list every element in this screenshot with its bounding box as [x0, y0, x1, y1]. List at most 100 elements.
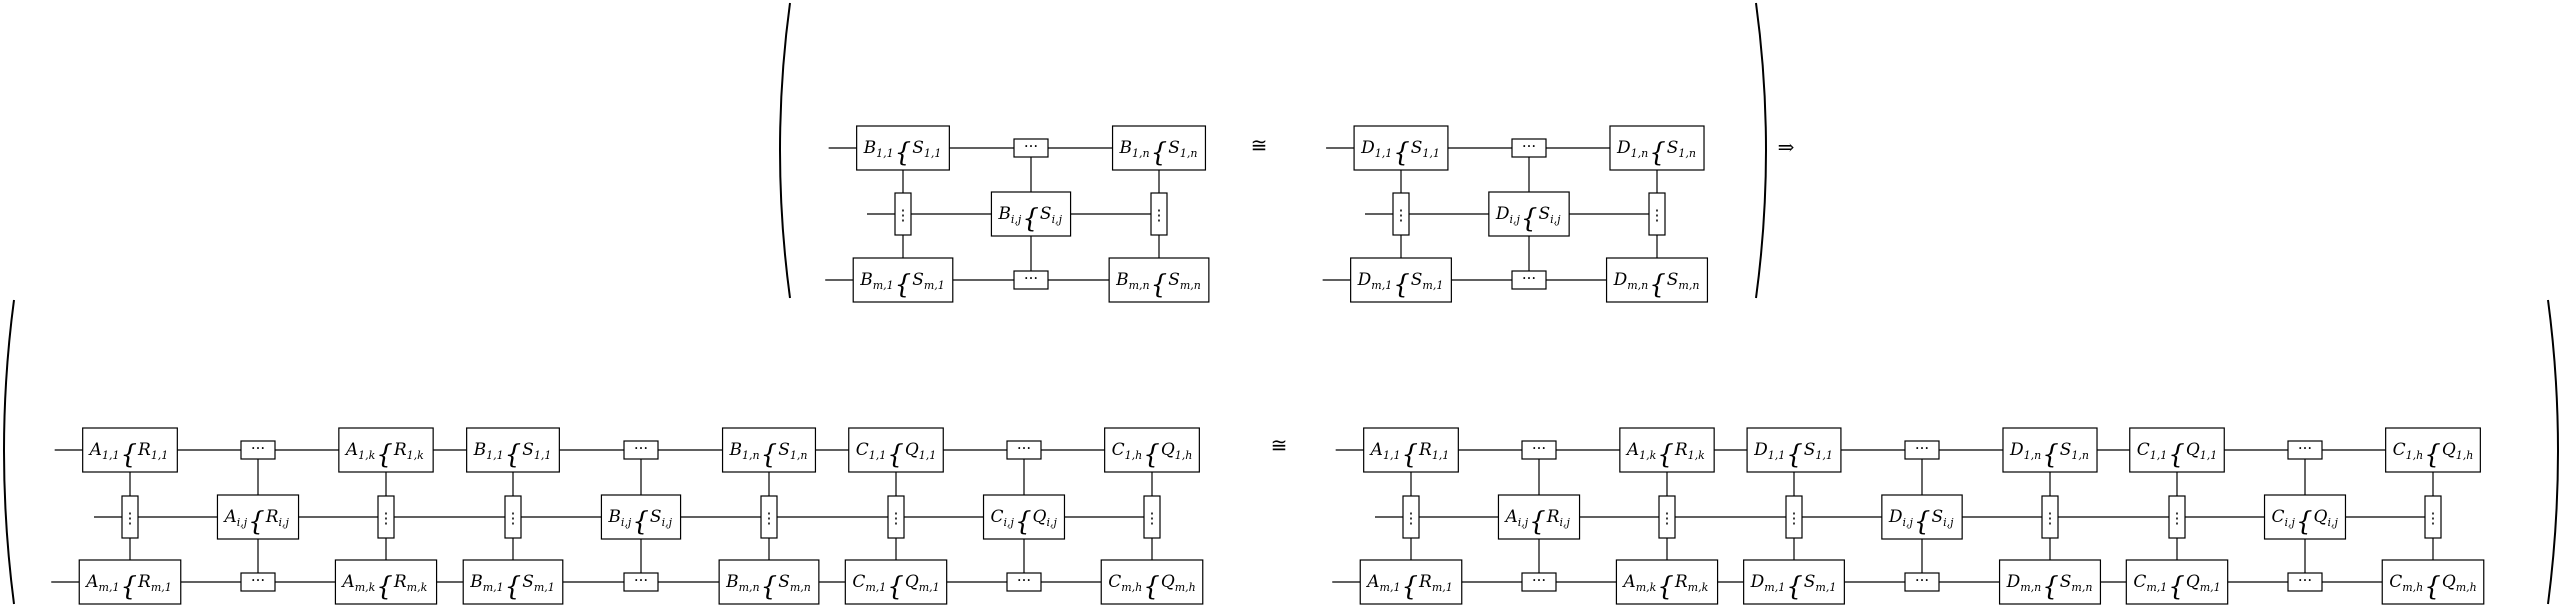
bottom-left-block-3-bottom-hdots-glyph: ···	[1017, 571, 1031, 589]
bottom-left-block-1-top-left: A1,1{R1,1	[82, 427, 178, 473]
bottom-left-paren	[3, 299, 15, 605]
bottom-left-block-2-top-right-label: B1,n{S1,n	[729, 440, 808, 470]
bottom-right-block-2-top-left-label: D1,1{S1,1	[1753, 440, 1833, 470]
bottom-left-block-3-top-left-box	[848, 427, 944, 473]
bottom-left-block-2-middle-label: Bi,j{Si,j	[607, 507, 672, 537]
bottom-right-block-2-bottom-left: Dm,1{Sm,1	[1743, 559, 1845, 605]
top-left-block-1-bottom-left: Bm,1{Sm,1	[852, 257, 954, 303]
bottom-left-block-3-bottom-left-label: Cm,1{Qm,1	[852, 572, 939, 602]
bottom-right-block-3-middle-label: Ci,j{Qi,j	[2272, 507, 2339, 537]
bottom-right-block-2-bottom-right-box	[1998, 559, 2102, 605]
bottom-left-block-1-mid-right-vdots-glyph: ⋮	[379, 509, 394, 527]
top-left-block-1-mid-right-vdots-glyph: ⋮	[1152, 206, 1167, 224]
bottom-right-block-2-top-right-label: D1,n{S1,n	[2009, 440, 2089, 470]
bottom-right-block-1-mid-left-vdots-glyph: ⋮	[1404, 509, 1419, 527]
top-right-block-1-mid-right-vdots-glyph: ⋮	[1650, 206, 1665, 224]
bottom-right-block-1-middle-label: Ai,j{Ri,j	[1503, 507, 1570, 537]
bottom-left-block-3-top-right: C1,h{Q1,h	[1104, 427, 1200, 473]
bottom-left-block-1-bottom-right: Am,k{Rm,k	[334, 559, 438, 605]
top-left-block-1-bottom-right-label: Bm,n{Sm,n	[1115, 270, 1201, 300]
top-left-block-1-bottom-hdots-glyph: ···	[1024, 269, 1038, 287]
bottom-left-block-3-top-right-box	[1104, 427, 1200, 473]
bottom-right-block-2-top-left: D1,1{S1,1	[1746, 427, 1842, 473]
top-right-block-1-top-right: D1,n{S1,n	[1609, 125, 1705, 171]
bottom-left-block-3-middle-label: Ci,j{Qi,j	[991, 507, 1058, 537]
bottom-right-block-2-mid-left-vdots-glyph: ⋮	[1787, 509, 1802, 527]
bottom-right-block-2-top-hdots-glyph: ···	[1915, 439, 1929, 457]
bottom-left-block-2-bottom-left: Bm,1{Sm,1	[462, 559, 564, 605]
bottom-right-block-2-bottom-hdots-glyph: ···	[1915, 571, 1929, 589]
bottom-left-block-1-bottom-hdots-glyph: ···	[251, 571, 265, 589]
bottom-right-block-3-bottom-right-box	[2381, 559, 2485, 605]
bottom-right-block-3-bottom-hdots-glyph: ···	[2298, 571, 2312, 589]
bottom-right-block-1-bottom-hdots-glyph: ···	[1532, 571, 1546, 589]
top-left-block-1-top-hdots-glyph: ···	[1024, 137, 1038, 155]
bottom-right-block-2-middle: Di,j{Si,j	[1881, 494, 1963, 540]
top-right-block-1-bottom-right-label: Dm,n{Sm,n	[1613, 270, 1700, 300]
top-left-block-1-bottom-right-box	[1108, 257, 1210, 303]
top-right-block-1-bottom-hdots-glyph: ···	[1522, 269, 1536, 287]
bottom-right-block-3-top-left-box	[2129, 427, 2225, 473]
bottom-left-block-2-top-left-label: B1,1{S1,1	[473, 440, 552, 470]
bottom-right-block-2-top-right: D1,n{S1,n	[2002, 427, 2098, 473]
top-isomorphism-symbol: ≅	[1251, 133, 1268, 157]
bottom-right-block-2-middle-label: Di,j{Si,j	[1888, 507, 1954, 537]
bottom-left-block-1-top-right: A1,k{R1,k	[338, 427, 434, 473]
bottom-right-block-1-middle: Ai,j{Ri,j	[1497, 494, 1581, 540]
bottom-left-block-1-bottom-right-label: Am,k{Rm,k	[340, 572, 427, 602]
top-left-paren	[779, 2, 791, 299]
bottom-left-block-2-top-hdots-glyph: ···	[634, 439, 648, 457]
top-left-block-1-middle-label: Bi,j{Si,j	[997, 204, 1062, 234]
bottom-left-block-1-bottom-left-box	[78, 559, 182, 605]
top-right-block-1-top-left: D1,1{S1,1	[1353, 125, 1449, 171]
bottom-right-block-2-middle-box	[1881, 494, 1963, 540]
top-left-block-1-top-right: B1,n{S1,n	[1111, 125, 1207, 171]
bottom-left-block-1-bottom-left: Am,1{Rm,1	[78, 559, 182, 605]
bottom-right-block-3-middle-box	[2263, 494, 2347, 540]
bottom-left-block-2-mid-left-vdots-glyph: ⋮	[506, 509, 521, 527]
top-right-block-1-top-left-label: D1,1{S1,1	[1360, 138, 1440, 168]
top-right-block-1-top-right-label: D1,n{S1,n	[1616, 138, 1696, 168]
top-left-block-1-bottom-left-label: Bm,1{Sm,1	[859, 270, 945, 300]
bottom-left-block-1-bottom-left-label: Am,1{Rm,1	[84, 572, 172, 602]
tensor-grids: B1,1{S1,1 ··· B1,n{S1,n ⋮ Bi,j{Si,j ⋮ Bm,1{Sm,…	[51, 125, 2485, 605]
bottom-left-block-3-bottom-right-label: Cm,h{Qm,h	[1108, 572, 1196, 602]
bottom-right-block-3-bottom-left-label: Cm,1{Qm,1	[2133, 572, 2220, 602]
top-right-block-1-bottom-right: Dm,n{Sm,n	[1605, 257, 1709, 303]
bottom-right-block-1-top-left-label: A1,1{R1,1	[1369, 440, 1450, 470]
bottom-right-block-3-top-hdots-glyph: ···	[2298, 439, 2312, 457]
top-right-block-1-top-right-box	[1609, 125, 1705, 171]
bottom-right-block-1-bottom-left-box	[1359, 559, 1463, 605]
bottom-right-block-1-bottom-right-label: Am,k{Rm,k	[1621, 572, 1708, 602]
bottom-left-block-2-top-right: B1,n{S1,n	[721, 427, 817, 473]
bottom-left-block-2-bottom-hdots-glyph: ···	[634, 571, 648, 589]
bottom-right-block-2-mid-right-vdots-glyph: ⋮	[2043, 509, 2058, 527]
bottom-right-block-3-bottom-left-box	[2125, 559, 2229, 605]
bottom-left-block-3-top-left-label: C1,1{Q1,1	[856, 440, 937, 470]
bottom-right-block-3-top-left: C1,1{Q1,1	[2129, 427, 2225, 473]
top-right-paren	[1755, 2, 1767, 299]
bottom-left-block-2-bottom-left-box	[462, 559, 564, 605]
top-left-block-1-top-left-box	[856, 125, 950, 171]
bottom-right-block-1-top-right-label: A1,k{R1,k	[1625, 440, 1705, 470]
bottom-right-block-3-mid-right-vdots-glyph: ⋮	[2426, 509, 2441, 527]
bottom-right-block-2-bottom-left-label: Dm,1{Sm,1	[1750, 572, 1837, 602]
bottom-left-block-2-mid-right-vdots-glyph: ⋮	[762, 509, 777, 527]
bottom-right-block-1-bottom-right-box	[1615, 559, 1719, 605]
bottom-right-block-2-bottom-right: Dm,n{Sm,n	[1998, 559, 2102, 605]
bottom-left-block-3-middle: Ci,j{Qi,j	[982, 494, 1066, 540]
bottom-left-block-1-top-hdots-glyph: ···	[251, 439, 265, 457]
bottom-left-block-1-top-right-label: A1,k{R1,k	[344, 440, 424, 470]
bottom-left-block-1-middle: Ai,j{Ri,j	[216, 494, 300, 540]
bottom-right-block-1-mid-right-vdots-glyph: ⋮	[1660, 509, 1675, 527]
bottom-right-block-3-bottom-left: Cm,1{Qm,1	[2125, 559, 2229, 605]
bottom-left-block-3-top-left: C1,1{Q1,1	[848, 427, 944, 473]
top-left-block-1-top-right-label: B1,n{S1,n	[1119, 138, 1198, 168]
bottom-right-block-3-top-right-label: C1,h{Q1,h	[2393, 440, 2474, 470]
bottom-left-block-3-bottom-right: Cm,h{Qm,h	[1100, 559, 1204, 605]
bottom-right-block-1-bottom-right: Am,k{Rm,k	[1615, 559, 1719, 605]
bottom-left-block-1-top-left-label: A1,1{R1,1	[88, 440, 169, 470]
top-left-block-1-mid-left-vdots-glyph: ⋮	[896, 206, 911, 224]
top-right-block-1-middle: Di,j{Si,j	[1488, 191, 1570, 237]
